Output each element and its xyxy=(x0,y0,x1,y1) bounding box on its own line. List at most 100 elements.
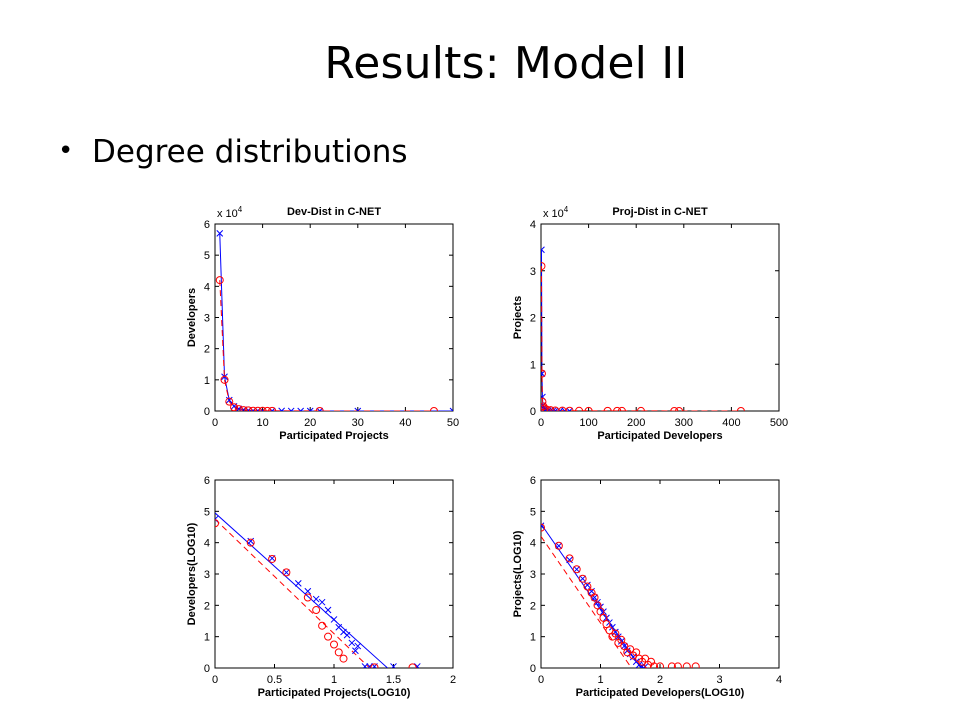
data-point-cross xyxy=(318,598,326,606)
chart-panel-1: 0 10 20 30 40 50 0 1 2 3 4 5 6 x 104 Dev-Dist in C-NET… xyxy=(186,205,459,442)
x-tick-label: 0 xyxy=(538,417,544,429)
chart-panel-4: 0 1 2 3 4 0 1 2 3 4 5 6 Participated Developers(LOG1… xyxy=(512,475,782,699)
data-point-circle xyxy=(303,593,312,602)
x-tick-label: 10 xyxy=(256,417,268,429)
data-point-circle xyxy=(546,406,555,411)
data-point-cross xyxy=(390,663,397,668)
data-point-cross xyxy=(354,407,362,411)
data-point-circle xyxy=(613,406,622,411)
data-point-circle xyxy=(541,404,549,411)
x-tick-label: 2 xyxy=(450,674,456,686)
data-point-cross xyxy=(215,515,219,523)
x-axis-label: Participated Projects xyxy=(279,430,388,442)
data-point-cross xyxy=(361,663,369,668)
data-point-circle xyxy=(632,648,641,657)
x-tick-label: 200 xyxy=(627,417,645,429)
bullet-dot: • xyxy=(58,136,74,166)
x-tick-label: 1 xyxy=(331,674,337,686)
data-point-cross xyxy=(352,647,359,655)
y-axis-label: Developers xyxy=(186,288,198,347)
data-point-circle xyxy=(429,406,438,411)
data-point-circle xyxy=(617,635,626,644)
data-point-circle xyxy=(650,662,659,668)
data-point-cross xyxy=(579,575,587,583)
y-tick-label: 6 xyxy=(204,475,210,487)
data-point-circle xyxy=(220,375,229,384)
chart-title: Proj-Dist in C-NET xyxy=(612,206,708,218)
y-tick-label: 4 xyxy=(204,538,210,550)
y-tick-label: 5 xyxy=(530,506,536,518)
data-point-circle xyxy=(541,262,546,271)
data-point-circle xyxy=(583,582,592,591)
data-point-cross xyxy=(330,616,338,623)
data-point-circle xyxy=(670,406,679,411)
data-point-circle xyxy=(253,406,262,411)
x-tick-label: 500 xyxy=(770,417,788,429)
data-point-circle xyxy=(282,568,291,577)
data-point-circle xyxy=(541,369,546,378)
y-axis-label: Projects(LOG10) xyxy=(512,530,524,617)
slide-title: Results: Model II xyxy=(324,38,688,89)
data-point-circle xyxy=(268,554,277,563)
x-tick-label: 300 xyxy=(675,417,693,429)
plot-area xyxy=(541,522,700,668)
x-tick-label: 0 xyxy=(212,417,218,429)
x-tick-label: 2 xyxy=(657,674,663,686)
data-point-circle xyxy=(593,601,602,610)
data-point-circle xyxy=(215,519,219,528)
x-tick-label: 20 xyxy=(304,417,316,429)
data-point-cross xyxy=(584,581,591,589)
y-multiplier-label: x 104 xyxy=(543,205,569,220)
y-tick-label: 6 xyxy=(204,219,210,231)
x-tick-label: 30 xyxy=(352,417,364,429)
x-tick-label: 50 xyxy=(447,417,459,429)
x-tick-label: 1 xyxy=(597,674,603,686)
data-point-circle xyxy=(667,662,676,668)
y-tick-label: 4 xyxy=(204,281,210,293)
x-tick-label: 0 xyxy=(538,674,544,686)
data-point-cross xyxy=(566,556,573,564)
data-point-circle xyxy=(575,406,584,411)
data-point-circle xyxy=(584,406,593,411)
x-tick-label: 3 xyxy=(716,674,722,686)
data-point-circle xyxy=(611,629,620,638)
y-tick-label: 0 xyxy=(204,406,210,418)
x-tick-label: 0 xyxy=(212,674,218,686)
plot-area xyxy=(215,229,453,411)
data-point-circle xyxy=(682,662,691,668)
data-point-circle xyxy=(230,403,239,411)
data-point-circle xyxy=(249,406,258,411)
plot-frame xyxy=(214,479,454,669)
data-point-circle xyxy=(263,406,272,411)
data-point-cross xyxy=(287,407,295,411)
data-point-circle xyxy=(318,621,327,630)
plot-area xyxy=(541,246,745,411)
plot-area xyxy=(215,512,421,668)
data-point-circle xyxy=(675,406,684,411)
y-tick-label: 5 xyxy=(204,250,210,262)
data-point-circle xyxy=(239,406,248,411)
data-point-cross xyxy=(549,407,557,411)
data-point-circle xyxy=(565,406,574,411)
x-axis-label: Participated Developers(LOG10) xyxy=(576,687,745,699)
y-multiplier-label: x 104 xyxy=(217,205,243,220)
y-tick-label: 1 xyxy=(204,632,210,644)
data-point-cross xyxy=(600,608,607,615)
data-point-circle xyxy=(234,405,243,411)
x-tick-label: 100 xyxy=(579,417,597,429)
data-point-circle xyxy=(541,397,547,406)
y-tick-label: 2 xyxy=(530,600,536,612)
y-tick-label: 0 xyxy=(530,406,536,418)
data-point-circle xyxy=(244,406,253,411)
y-tick-label: 1 xyxy=(530,632,536,644)
data-point-cross xyxy=(541,370,546,377)
x-axis-label: Participated Projects(LOG10) xyxy=(258,687,411,699)
chart-panel-2: 0 100 200 300 400 500 0 1 2 3 4 x 104 Proj-Dist in C… xyxy=(512,205,788,442)
data-point-circle xyxy=(324,632,333,641)
y-tick-label: 2 xyxy=(530,313,536,325)
y-tick-label: 1 xyxy=(530,359,536,371)
y-tick-label: 4 xyxy=(530,219,536,231)
data-point-circle xyxy=(565,554,574,563)
plot-frame xyxy=(540,479,780,669)
y-tick-label: 6 xyxy=(530,475,536,487)
